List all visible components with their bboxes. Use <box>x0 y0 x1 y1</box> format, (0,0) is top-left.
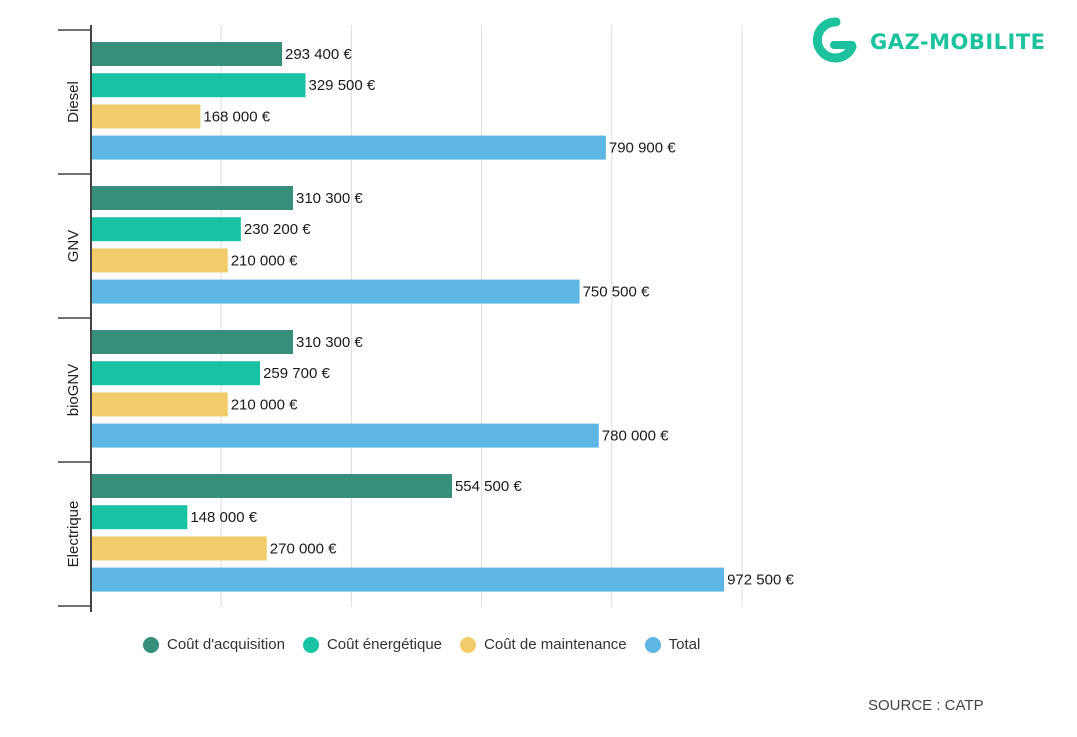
legend-swatch <box>302 636 319 653</box>
legend-item: Coût d'acquisition <box>143 636 285 653</box>
bar-biognv-2 <box>91 392 228 417</box>
legend-swatch <box>460 636 477 653</box>
bar-value-label: 310 300 € <box>296 190 363 207</box>
g-logo-icon <box>812 17 857 63</box>
bars-group <box>91 42 725 592</box>
bar-value-label: 210 000 € <box>231 396 298 413</box>
bar-labels-group: 293 400 € 329 500 € 168 000 € 790 900 € 310 … <box>190 46 794 589</box>
bar-value-label: 148 000 € <box>190 509 257 526</box>
bar-value-label: 259 700 € <box>263 365 330 382</box>
bar-value-label: 972 500 € <box>727 572 794 589</box>
bar-value-label: 168 000 € <box>203 108 270 125</box>
gridlines <box>220 25 743 607</box>
bar-gnv-1 <box>91 217 241 242</box>
legend: Coût d'acquisition Coût énergétique Coût d… <box>143 636 718 653</box>
bar-value-label: 230 200 € <box>244 221 311 238</box>
bar-diesel-2 <box>91 104 201 129</box>
legend-item: Coût de maintenance <box>460 636 627 653</box>
logo-text: GAZ-MOBILITE <box>870 30 1046 54</box>
bar-gnv-2 <box>91 248 228 273</box>
bar-biognv-3 <box>91 423 599 448</box>
category-label: GNV <box>65 230 82 263</box>
legend-label: Coût de maintenance <box>484 636 627 653</box>
legend-swatch <box>143 636 159 653</box>
category-label: Electrique <box>65 501 82 568</box>
bar-value-label: 270 000 € <box>270 540 337 557</box>
legend-label: Coût énergétique <box>326 636 443 653</box>
bar-electrique-2 <box>91 536 267 561</box>
legend-item: Total <box>644 636 701 653</box>
legend-label: Coût d'acquisition <box>167 636 285 653</box>
legend-label: Total <box>668 636 701 653</box>
bar-value-label: 293 400 € <box>285 46 352 63</box>
bar-biognv-1 <box>91 361 261 386</box>
category-labels-group: Diesel GNV bioGNV Electrique <box>65 81 82 567</box>
y-axis <box>58 25 92 612</box>
bar-electrique-0 <box>91 474 452 498</box>
bar-diesel-3 <box>91 135 606 160</box>
bar-biognv-0 <box>91 330 294 354</box>
category-label: bioGNV <box>65 364 82 417</box>
source-label: SOURCE : CATP <box>868 697 984 714</box>
bar-diesel-1 <box>91 73 306 98</box>
bar-value-label: 329 500 € <box>309 77 376 94</box>
logo: GAZ-MOBILITE <box>812 17 1046 67</box>
bar-value-label: 750 500 € <box>583 284 650 301</box>
bar-diesel-0 <box>91 42 283 66</box>
category-label: Diesel <box>65 81 82 123</box>
bar-electrique-1 <box>91 505 188 530</box>
bar-value-label: 780 000 € <box>602 428 669 445</box>
bar-electrique-3 <box>91 567 725 592</box>
bar-value-label: 554 500 € <box>455 478 522 495</box>
legend-swatch <box>644 636 661 653</box>
bar-gnv-3 <box>91 279 580 304</box>
bar-value-label: 790 900 € <box>609 140 676 157</box>
bar-value-label: 310 300 € <box>296 334 363 351</box>
bar-value-label: 210 000 € <box>231 252 298 269</box>
bar-gnv-0 <box>91 186 294 210</box>
legend-item: Coût énergétique <box>302 636 443 653</box>
